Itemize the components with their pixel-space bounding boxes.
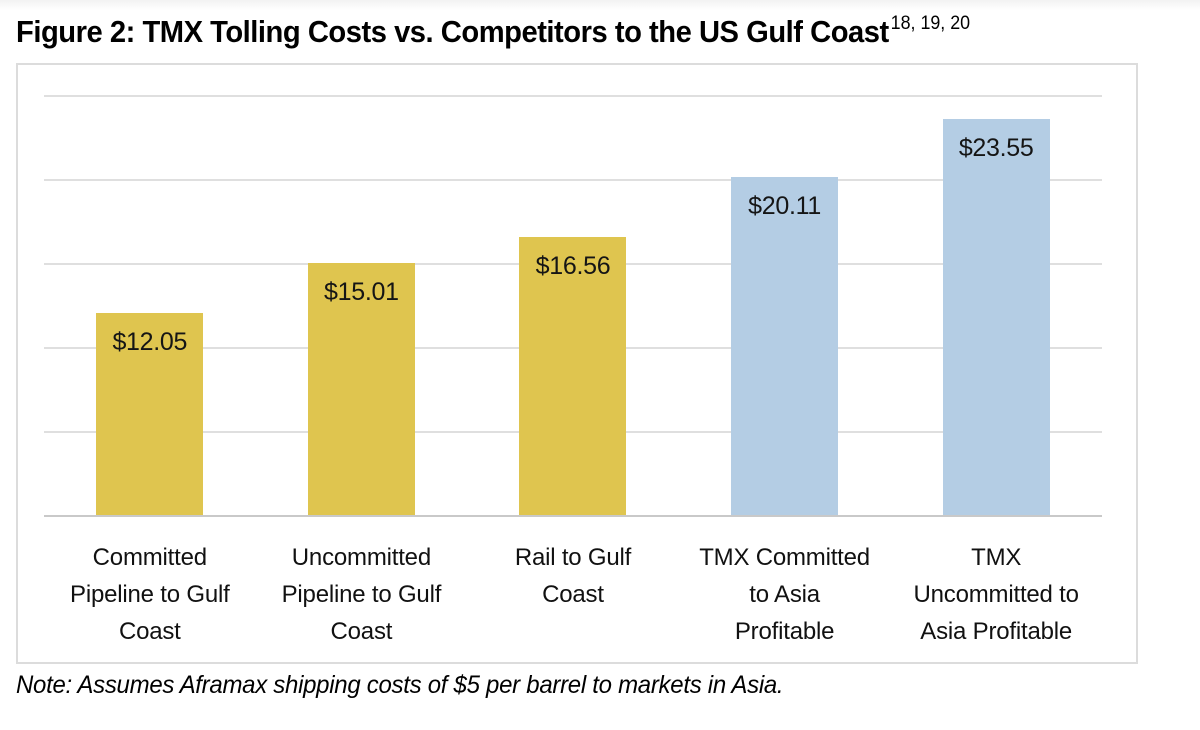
- bar-value-label: $23.55: [958, 134, 1034, 163]
- gridline-25: [44, 95, 1102, 97]
- category-label-2: Uncommitted Pipeline to Gulf Coast: [281, 544, 442, 645]
- bar-slot: $15.01: [256, 65, 468, 515]
- figure-title: Figure 2: TMX Tolling Costs vs. Competit…: [16, 12, 971, 50]
- bar-slot: $20.11: [679, 65, 891, 515]
- bar-value-label: $15.01: [324, 277, 399, 306]
- bar-slot: $12.05: [44, 65, 256, 515]
- chart-note: Note: Assumes Aframax shipping costs of …: [16, 671, 784, 699]
- bar-4: $20.11: [731, 177, 839, 515]
- bar-slot: $23.55: [890, 65, 1102, 515]
- bar-5: $23.55: [942, 119, 1050, 515]
- bar-value-label: $12.05: [112, 327, 188, 356]
- figure-footnote-refs: 18, 19, 20: [890, 12, 971, 34]
- bar-value-label: $20.11: [748, 192, 821, 221]
- bars-row: $12.05 $15.01 $16.56 $20.11 $23.55: [44, 65, 1102, 515]
- page-top-edge: [0, 0, 1200, 10]
- category-label-4: TMX Committed to Asia Profitable: [699, 544, 870, 645]
- bar-1: $12.05: [96, 312, 204, 515]
- plot-area: $12.05 $15.01 $16.56 $20.11 $23.55: [44, 65, 1102, 517]
- category-label-3: Rail to Gulf Coast: [514, 544, 632, 608]
- bar-value-label: $16.56: [535, 251, 611, 280]
- category-axis-labels: Committed Pipeline to Gulf Coast Uncommit…: [44, 539, 1102, 650]
- bar-slot: $16.56: [467, 65, 679, 515]
- category-label-5: TMX Uncommitted to Asia Profitable: [913, 544, 1079, 645]
- x-axis-line: [44, 515, 1102, 517]
- bar-3: $16.56: [519, 236, 627, 515]
- chart-frame: $12.05 $15.01 $16.56 $20.11 $23.55 Committed…: [16, 63, 1138, 664]
- figure-title-text: Figure 2: TMX Tolling Costs vs. Competit…: [16, 14, 889, 49]
- bar-2: $15.01: [307, 262, 415, 515]
- gridline-20: [44, 179, 1102, 181]
- category-label-1: Committed Pipeline to Gulf Coast: [70, 544, 230, 645]
